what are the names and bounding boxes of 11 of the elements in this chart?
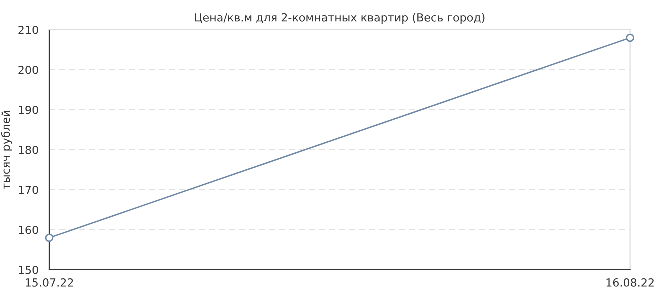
y-tick-label: 190 (19, 106, 38, 114)
y-tick-label: 150 (19, 266, 38, 274)
y-axis-title: тысяч рублей (1, 111, 12, 190)
x-tick-label: 16.08.22 (606, 278, 654, 287)
y-tick-label: 170 (19, 186, 38, 194)
x-tick-label: 15.07.22 (26, 278, 74, 287)
y-tick-label: 200 (18, 66, 38, 74)
y-tick-label: 160 (19, 226, 38, 234)
chart-title: Цена/кв.м для 2-комнатных квартир (Весь город) (195, 13, 485, 24)
y-tick-label: 180 (19, 146, 38, 154)
y-tick-label: 210 (18, 26, 38, 34)
